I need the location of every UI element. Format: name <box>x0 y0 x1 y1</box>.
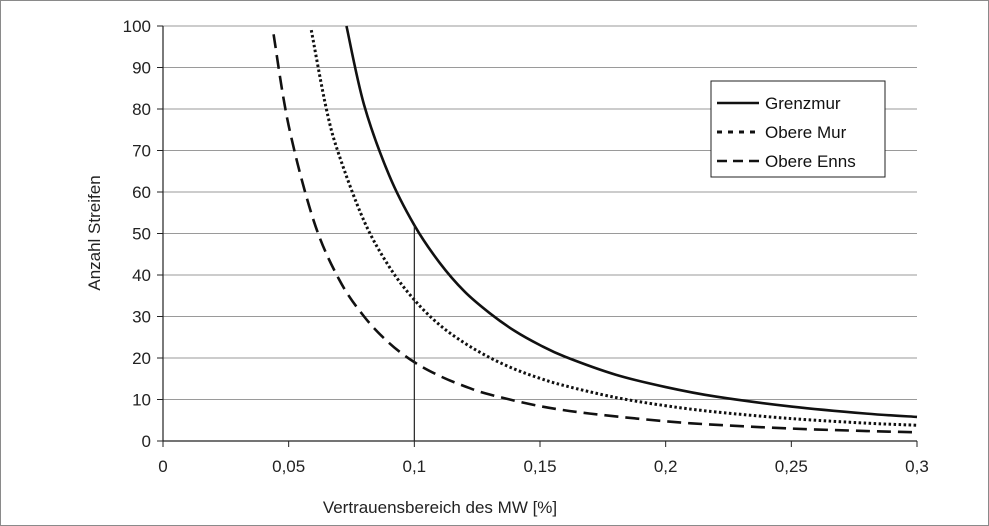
x-axis-title: Vertrauensbereich des MW [%] <box>323 498 557 517</box>
y-tick-label-0: 0 <box>142 432 151 451</box>
y-tick-label-7: 70 <box>132 142 151 161</box>
x-tick-label-3: 0,15 <box>523 457 556 476</box>
legend-label-obere-mur: Obere Mur <box>765 123 847 142</box>
x-tick-label-1: 0,05 <box>272 457 305 476</box>
y-tick-label-4: 40 <box>132 266 151 285</box>
y-tick-label-1: 10 <box>132 391 151 410</box>
x-tick-label-0: 0 <box>158 457 167 476</box>
y-tick-label-5: 50 <box>132 225 151 244</box>
x-tick-label-2: 0,1 <box>403 457 427 476</box>
x-tick-label-5: 0,25 <box>775 457 808 476</box>
series-line-grenzmur <box>345 25 918 419</box>
legend-label-obere-enns: Obere Enns <box>765 152 856 171</box>
series-lines <box>272 25 918 434</box>
series-line-obere-enns <box>272 34 918 434</box>
gridlines <box>163 25 917 400</box>
legend-label-grenzmur: Grenzmur <box>765 94 841 113</box>
series-line-obere-mur <box>309 29 918 427</box>
y-tick-label-3: 30 <box>132 308 151 327</box>
x-tick-label-4: 0,2 <box>654 457 678 476</box>
y-tick-label-6: 60 <box>132 183 151 202</box>
y-tick-label-2: 20 <box>132 349 151 368</box>
x-tick-label-6: 0,3 <box>905 457 929 476</box>
y-axis-title: Anzahl Streifen <box>85 175 104 290</box>
y-tick-label-9: 90 <box>132 59 151 78</box>
axes <box>157 25 918 447</box>
y-tick-label-8: 80 <box>132 100 151 119</box>
y-tick-label-10: 100 <box>123 17 151 36</box>
tick-labels: 0 10 20 30 40 50 60 70 80 90 100 0 0,05 0,1 0,15 0,2 0,2… <box>123 17 929 476</box>
legend: Grenzmur Obere Mur Obere Enns <box>710 80 886 178</box>
